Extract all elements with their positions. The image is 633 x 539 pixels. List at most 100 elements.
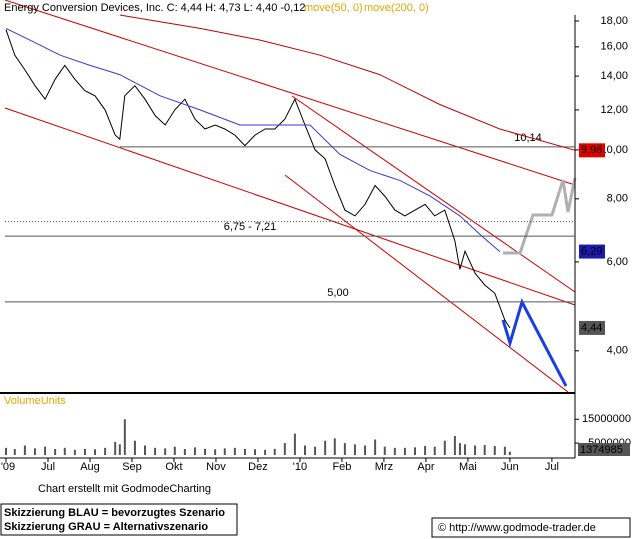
volume-bar bbox=[364, 445, 367, 455]
x-tick-label: '09 bbox=[1, 461, 15, 473]
volume-bar bbox=[223, 448, 226, 455]
price-tag bbox=[579, 143, 605, 158]
x-tick-label: Okt bbox=[165, 461, 182, 473]
trendline bbox=[4, 107, 576, 306]
volume-bar bbox=[164, 448, 167, 455]
note: Skizzierung BLAU = bevorzugtes Szenario bbox=[4, 507, 225, 519]
trendline bbox=[291, 95, 576, 293]
volume-bar bbox=[424, 445, 427, 455]
scenario-blue bbox=[501, 298, 568, 387]
volume-bar bbox=[104, 447, 107, 455]
volume-bar bbox=[33, 448, 36, 455]
x-tick-label: Sep bbox=[122, 461, 142, 473]
volume-bar bbox=[44, 446, 47, 455]
volume-tag-label: 1374985 bbox=[580, 444, 623, 456]
x-tick-label: Apr bbox=[417, 461, 434, 473]
volume-bar bbox=[94, 449, 97, 455]
level-label: 5,00 bbox=[327, 287, 348, 299]
volume-bar bbox=[233, 447, 236, 455]
moving-average bbox=[119, 14, 576, 151]
copyright: © http://www.godmode-trader.de bbox=[438, 522, 596, 534]
x-tick-label: Dez bbox=[248, 461, 268, 473]
volume-bar bbox=[54, 449, 57, 455]
x-tick-label: Mai bbox=[459, 461, 477, 473]
volume-bar bbox=[443, 440, 446, 455]
price-tag bbox=[579, 244, 605, 259]
price-tag-label: 9,98 bbox=[581, 144, 602, 156]
volume-bar bbox=[343, 443, 346, 455]
price-tag-label: 4,44 bbox=[581, 322, 602, 334]
y-tick-label: 10,00 bbox=[600, 144, 628, 156]
price-line bbox=[5, 29, 511, 329]
volume-bar bbox=[83, 448, 86, 455]
volume-bar bbox=[273, 448, 276, 455]
y-tick-label: 4,00 bbox=[607, 345, 628, 357]
trendlines bbox=[4, 0, 576, 393]
volume-bar bbox=[118, 444, 121, 455]
volume-bar bbox=[183, 449, 186, 455]
x-tick-label: Feb bbox=[332, 461, 351, 473]
volume-bar bbox=[393, 447, 396, 455]
volume-bar bbox=[314, 446, 317, 455]
x-tick-label: Aug bbox=[80, 461, 100, 473]
volume-bar bbox=[493, 445, 496, 455]
volume-bar bbox=[254, 449, 257, 455]
volume-bar bbox=[463, 444, 466, 455]
volume-bar bbox=[503, 446, 506, 455]
volume-bar bbox=[403, 447, 406, 455]
zone-label: 6,75 - 7,21 bbox=[224, 221, 277, 233]
y-tick-label: 12,00 bbox=[600, 104, 628, 116]
volume-bar bbox=[23, 445, 26, 455]
y-tick-label: 14,00 bbox=[600, 70, 628, 82]
y-tick-label: 8,00 bbox=[607, 193, 628, 205]
volume-bar bbox=[333, 438, 336, 455]
note: Skizzierung GRAU = Alternativszenario bbox=[4, 521, 208, 533]
volume-bar bbox=[13, 449, 16, 455]
volume-bar bbox=[133, 440, 136, 455]
volume-bar bbox=[383, 446, 386, 455]
legend-entry: move(200, 0) bbox=[364, 2, 429, 14]
volume-bar bbox=[143, 445, 146, 455]
copyright-box bbox=[431, 517, 631, 538]
volume-bar bbox=[483, 445, 486, 455]
x-tick-label: Nov bbox=[206, 461, 226, 473]
price-tag-label: 6,29 bbox=[581, 245, 602, 257]
volume-bar bbox=[214, 449, 217, 455]
volume-bar bbox=[353, 444, 356, 455]
trendline bbox=[284, 174, 569, 393]
volume-bar bbox=[474, 445, 477, 455]
volume-bar bbox=[5, 447, 7, 455]
legend-entry: move(50, 0) bbox=[304, 2, 363, 14]
chart-title: Energy Conversion Devices, Inc. C: 4,44 … bbox=[4, 2, 305, 14]
volume-bar bbox=[114, 441, 117, 455]
x-tick-label: Jun bbox=[501, 461, 519, 473]
volume-tag bbox=[578, 443, 630, 456]
volume-bar bbox=[508, 451, 511, 455]
volume-bar bbox=[303, 445, 306, 455]
y-tick-label: 18,00 bbox=[600, 15, 628, 27]
price-tag bbox=[579, 320, 605, 335]
volume-bar bbox=[414, 447, 417, 455]
volume-bar bbox=[324, 440, 327, 455]
moving-average bbox=[5, 27, 501, 252]
volume-bar bbox=[154, 447, 157, 455]
y-tick-label: 16,00 bbox=[600, 41, 628, 53]
volume-bar bbox=[293, 433, 296, 455]
x-tick-label: '10 bbox=[293, 461, 307, 473]
volume-bar bbox=[243, 448, 246, 455]
scenario-grey bbox=[503, 177, 577, 255]
x-tick-label: Jul bbox=[545, 461, 559, 473]
trendline bbox=[4, 0, 576, 186]
volume-bar bbox=[458, 443, 461, 455]
x-tick-label: Mrz bbox=[375, 461, 393, 473]
x-tick-label: Jul bbox=[41, 461, 55, 473]
volume-tick-label: 15000000 bbox=[582, 413, 631, 425]
volume-bar bbox=[433, 446, 436, 455]
volume-bar bbox=[123, 419, 126, 455]
volume-bar bbox=[73, 449, 76, 455]
volume-label: VolumeUnits bbox=[4, 395, 66, 407]
volume-bar bbox=[204, 448, 207, 455]
level-label: 10,14 bbox=[514, 132, 542, 144]
